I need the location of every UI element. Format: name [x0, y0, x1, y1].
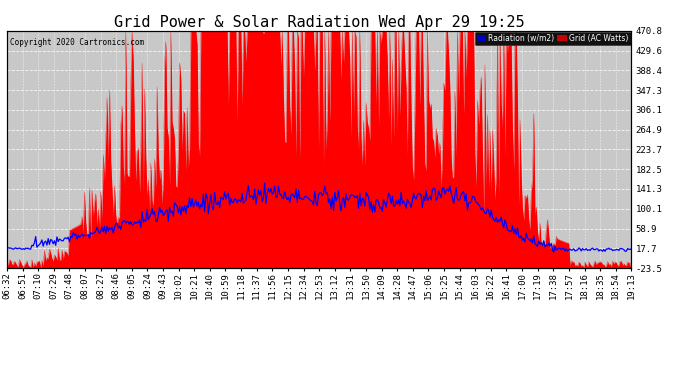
Legend: Radiation (w/m2), Grid (AC Watts): Radiation (w/m2), Grid (AC Watts): [475, 32, 631, 45]
Text: Copyright 2020 Cartronics.com: Copyright 2020 Cartronics.com: [10, 38, 144, 47]
Title: Grid Power & Solar Radiation Wed Apr 29 19:25: Grid Power & Solar Radiation Wed Apr 29 …: [114, 15, 524, 30]
